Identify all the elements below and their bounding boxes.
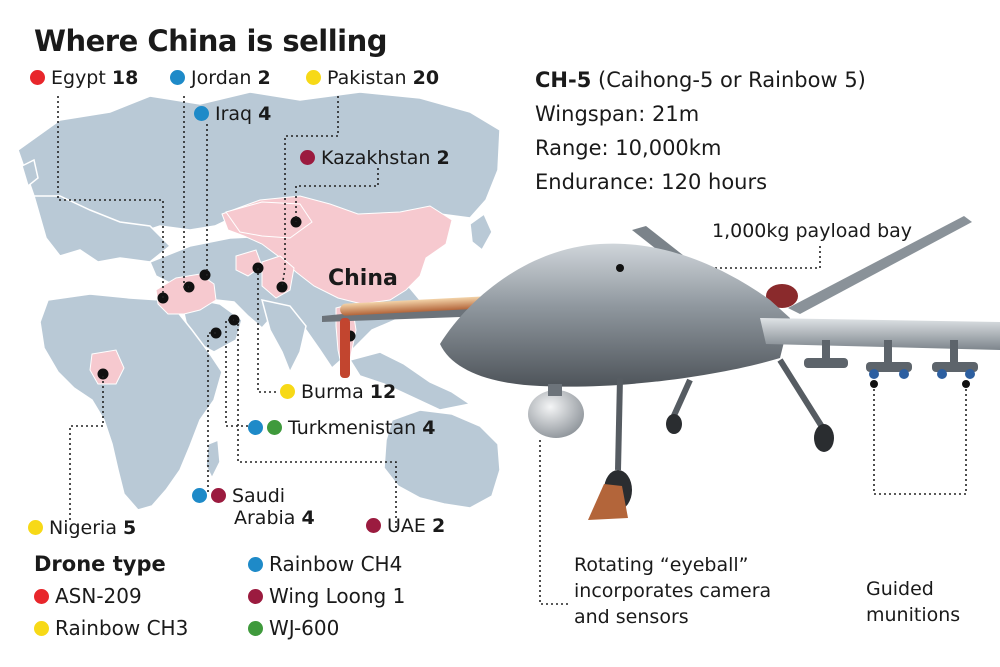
buyer-country: UAE xyxy=(387,515,426,537)
buyer-count: 4 xyxy=(301,506,315,529)
asn209-dot xyxy=(30,70,45,85)
buyer-country-line2: Arabia xyxy=(234,506,296,529)
rainbow-ch3-dot xyxy=(280,384,295,399)
legend-item-asn209: ASN-209 xyxy=(34,584,142,608)
legend-title: Drone type xyxy=(34,552,166,576)
drone-endurance: Endurance: 120 hours xyxy=(535,170,768,194)
buyer-nigeria: Nigeria 5 xyxy=(28,517,137,540)
drone-full-name: (Caihong-5 or Rainbow 5) xyxy=(598,68,866,92)
legend-label: Rainbow CH3 xyxy=(55,616,189,640)
rainbow-ch3-dot xyxy=(28,520,43,535)
map-india xyxy=(260,299,307,374)
buyer-uae: UAE 2 xyxy=(366,515,446,538)
drone-eyeball-callout-3: and sensors xyxy=(574,606,689,628)
rainbow-ch4-dot xyxy=(248,420,263,435)
legend-item-rainbow-ch3: Rainbow CH3 xyxy=(34,616,188,640)
rainbow-ch4-dot xyxy=(170,70,185,85)
buyer-count: 5 xyxy=(123,517,137,539)
wj600-dot xyxy=(248,621,263,636)
legend-label: Wing Loong 1 xyxy=(269,584,406,608)
drone-wheel-chock xyxy=(588,484,628,520)
asn209-dot xyxy=(34,589,49,604)
wing-loong-1-dot xyxy=(248,589,263,604)
drone-fuselage xyxy=(440,243,790,387)
drone-beacon xyxy=(766,284,798,308)
legend-label: WJ-600 xyxy=(269,616,340,640)
buyer-country: Burma xyxy=(301,381,364,403)
buyer-country: Jordan xyxy=(191,67,252,89)
buyer-turkmenistan: Turkmenistan 4 xyxy=(248,417,436,440)
drone-munitions-callout-1: Guided xyxy=(866,578,934,600)
buyer-kazakhstan: Kazakhstan 2 xyxy=(300,147,450,170)
drone-propeller xyxy=(340,296,490,316)
map-label-china: China xyxy=(328,266,398,291)
drone-tail-right xyxy=(788,216,972,314)
buyer-count: 4 xyxy=(422,417,436,439)
legend-item-rainbow-ch4: Rainbow CH4 xyxy=(248,552,402,576)
legend-label: Rainbow CH4 xyxy=(269,552,403,576)
drone-munitions-callout-2: munitions xyxy=(866,604,961,626)
buyer-iraq: Iraq 4 xyxy=(194,103,272,126)
buyer-count: 2 xyxy=(257,67,271,89)
buyer-count: 4 xyxy=(258,103,272,125)
buyer-jordan: Jordan 2 xyxy=(170,67,271,90)
buyer-country: Saudi xyxy=(232,485,286,507)
rainbow-ch3-dot xyxy=(306,70,321,85)
wing-loong-1-dot xyxy=(366,518,381,533)
drone-landing-gear xyxy=(615,358,827,471)
drone-illustration xyxy=(322,216,1000,520)
drone-range: Range: 10,000km xyxy=(535,136,722,160)
drone-munitions xyxy=(804,340,978,379)
page-title: Where China is selling xyxy=(34,24,388,58)
map-uk xyxy=(21,158,39,188)
map-kazakhstan xyxy=(225,201,313,239)
buyer-country: Turkmenistan xyxy=(288,417,417,439)
buyer-country: Iraq xyxy=(215,103,253,125)
drone-callout-dots xyxy=(870,380,970,388)
map-australia xyxy=(383,409,501,509)
drone-name: CH-5 xyxy=(535,68,592,92)
buyer-count: 20 xyxy=(412,67,440,89)
legend-item-wing-loong-1: Wing Loong 1 xyxy=(248,584,405,608)
buyer-count: 12 xyxy=(369,381,397,403)
map-japan xyxy=(469,212,493,252)
wj600-dot xyxy=(267,420,282,435)
buyer-count: 18 xyxy=(111,67,139,89)
map-madagascar xyxy=(205,438,221,480)
buyer-country: Kazakhstan xyxy=(321,147,431,169)
drone-eyeball-callout-1: Rotating “eyeball” xyxy=(574,554,749,576)
leader-lines xyxy=(57,96,967,605)
buyer-pakistan: Pakistan 20 xyxy=(306,67,440,90)
rainbow-ch4-dot xyxy=(194,106,209,121)
drone-eyeball-callout-2: incorporates camera xyxy=(574,580,772,602)
buyer-count: 2 xyxy=(431,515,446,537)
buyer-egypt: Egypt 18 xyxy=(30,67,139,90)
wing-loong-1-dot xyxy=(211,488,226,503)
buyer-country: Pakistan xyxy=(327,67,407,89)
map-se-asia xyxy=(348,351,472,411)
buyer-count: 2 xyxy=(436,147,450,169)
legend-item-wj600: WJ-600 xyxy=(248,616,339,640)
drone-right-wing xyxy=(760,318,1000,350)
buyer-country: Nigeria xyxy=(49,517,117,539)
rainbow-ch4-dot xyxy=(248,557,263,572)
drone-wingspan: Wingspan: 21m xyxy=(535,102,700,126)
legend-label: ASN-209 xyxy=(55,584,142,608)
drone-propeller-blade xyxy=(340,318,350,378)
drone-name-line: CH-5 (Caihong-5 or Rainbow 5) xyxy=(535,68,866,93)
buyer-country: Egypt xyxy=(51,67,106,89)
buyer-burma: Burma 12 xyxy=(280,381,397,404)
wing-loong-1-dot xyxy=(300,150,315,165)
rainbow-ch4-dot xyxy=(192,488,207,503)
buyer-saudi-arabia: Saudi Arabia 4 xyxy=(192,485,315,530)
drone-payload-callout: 1,000kg payload bay xyxy=(712,220,913,242)
map-middle-east xyxy=(155,273,217,315)
drone-eyeball-sensor xyxy=(528,390,584,438)
rainbow-ch3-dot xyxy=(34,621,49,636)
